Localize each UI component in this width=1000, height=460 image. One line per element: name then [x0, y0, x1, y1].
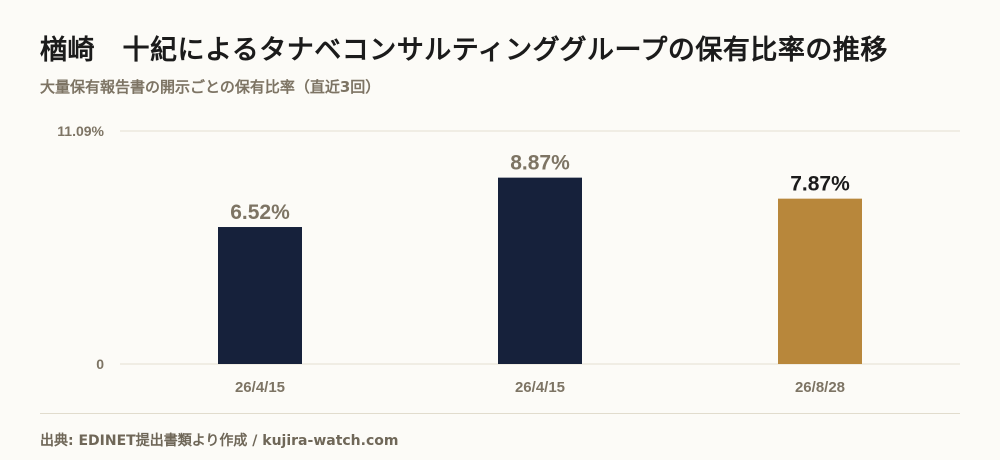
bar-3 — [778, 198, 862, 364]
bar-series: 6.52% 26/4/15 8.87% 26/4/15 7.87% 26/8/28 — [218, 152, 862, 396]
bar-1 — [218, 227, 302, 364]
source-note: 出典: EDINET提出書類より作成 / kujira-watch.com — [40, 433, 399, 449]
chart-subtitle: 大量保有報告書の開示ごとの保有比率（直近3回） — [40, 78, 381, 96]
bar-value-label-3: 7.87% — [790, 173, 850, 196]
bar-chart: 11.09% 0 6.52% 26/4/15 8.87% 26/4/15 7.87% 26… — [57, 123, 960, 396]
y-tick-label-zero: 0 — [96, 356, 104, 372]
x-tick-label-1: 26/4/15 — [235, 379, 285, 396]
footer-divider — [40, 413, 960, 414]
x-tick-label-3: 26/8/28 — [795, 379, 845, 396]
chart-title: 楢崎 十紀によるタナベコンサルティンググループの保有比率の推移 — [40, 35, 888, 66]
y-tick-label-max: 11.09% — [57, 123, 104, 139]
bar-value-label-1: 6.52% — [230, 201, 290, 224]
bar-value-label-2: 8.87% — [510, 152, 570, 175]
bar-2 — [498, 177, 582, 364]
x-tick-label-2: 26/4/15 — [515, 379, 565, 396]
